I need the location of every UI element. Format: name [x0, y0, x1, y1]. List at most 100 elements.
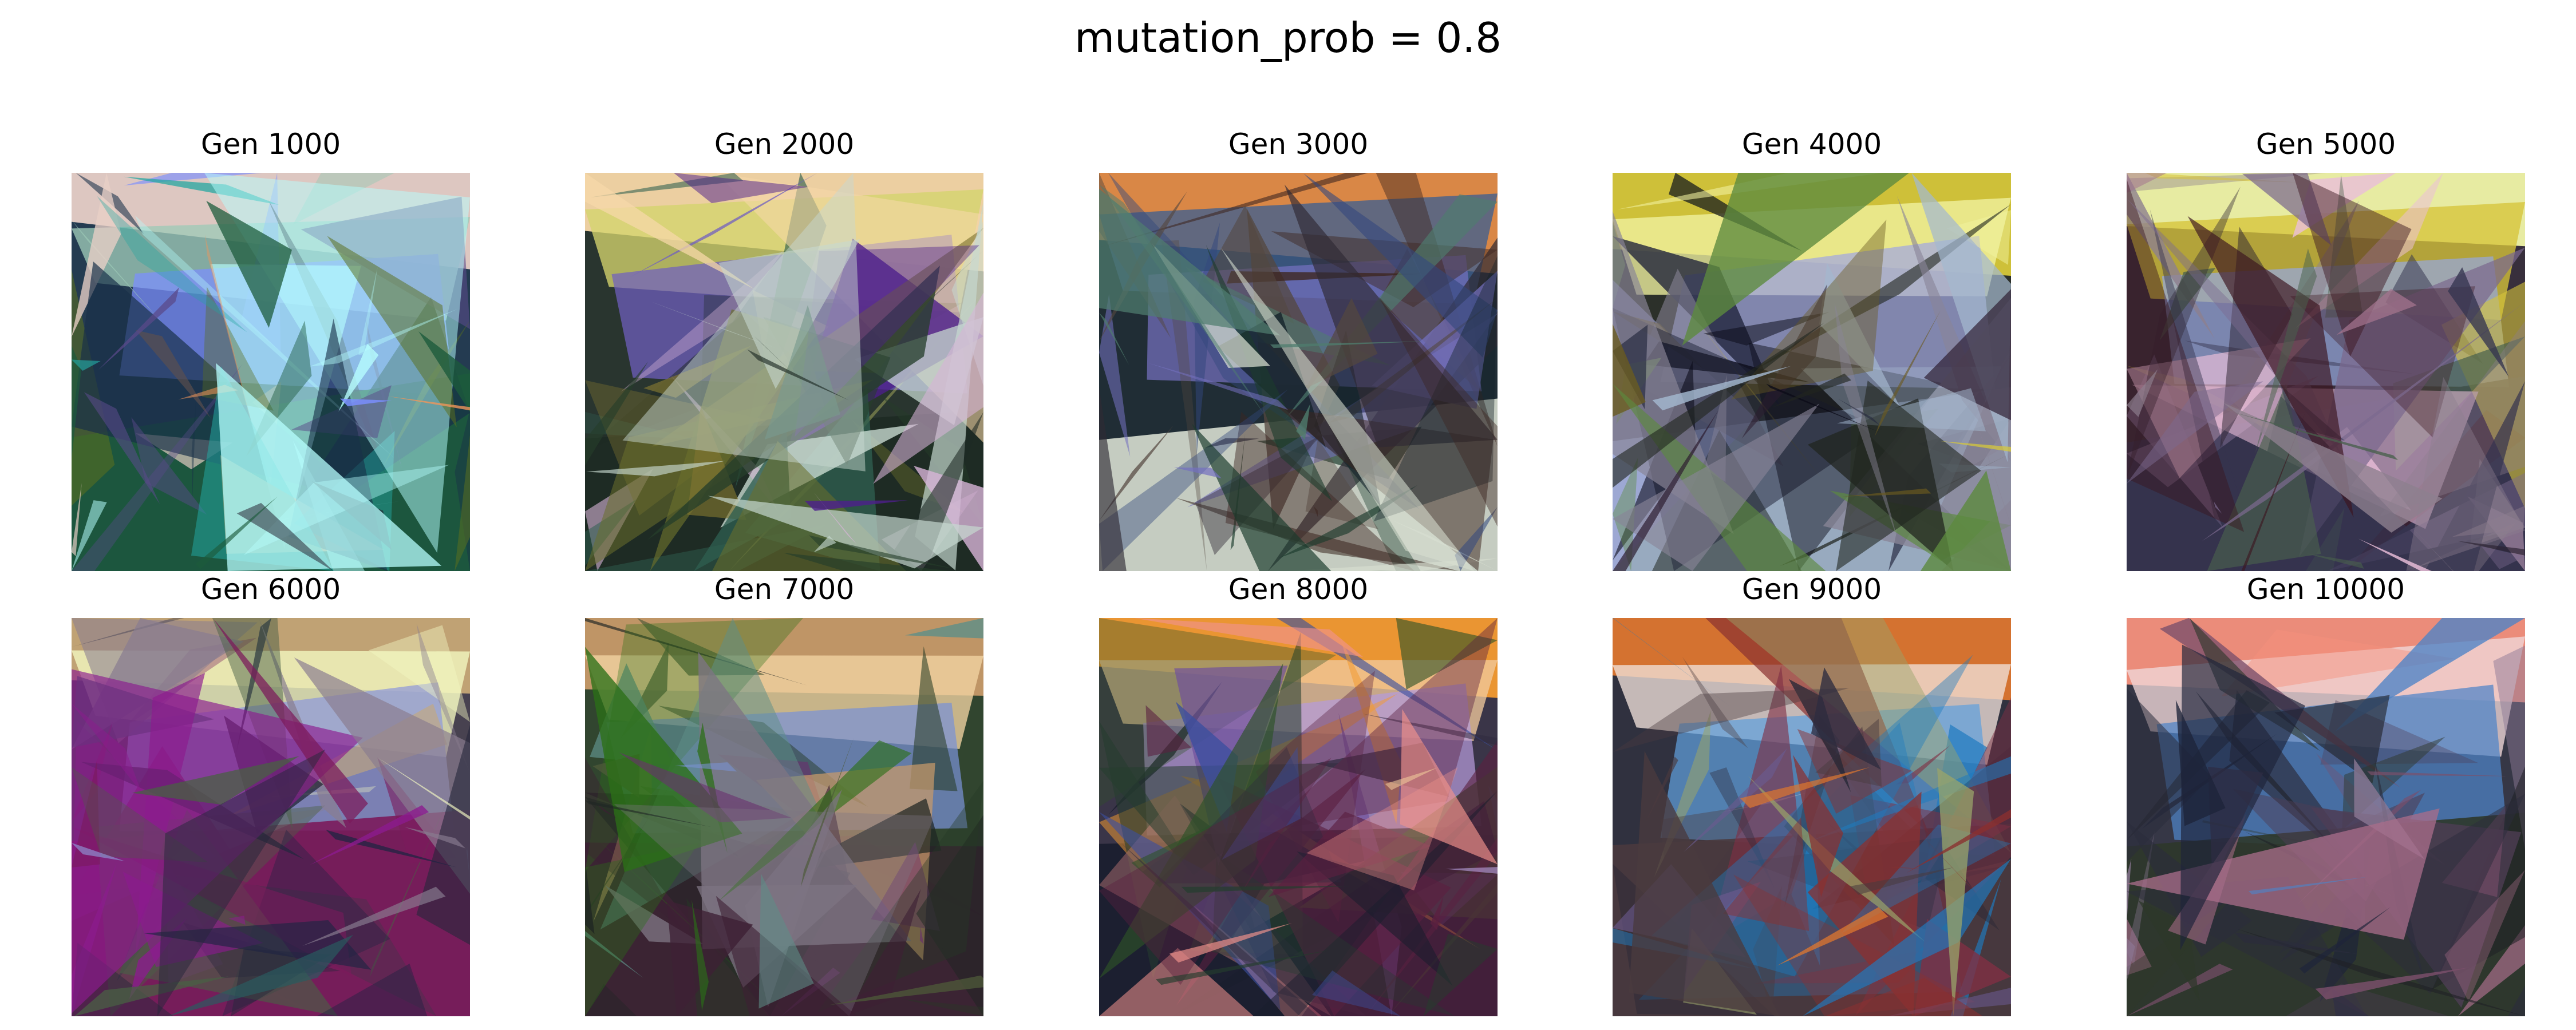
triangle-shape [586, 461, 725, 477]
thin-triangle-shape [1445, 867, 1498, 874]
triangle-shape [1455, 507, 1498, 571]
triangle-shape [585, 524, 829, 571]
triangle-shape [2127, 381, 2263, 484]
thin-triangle-shape [338, 344, 379, 412]
generation-panel-9000: Gen 9000 [1613, 572, 2011, 1021]
thin-triangle-shape [813, 536, 836, 553]
triangle-shape [1156, 747, 1342, 884]
generated-image [585, 173, 983, 571]
thin-triangle-shape [1850, 867, 1953, 895]
thin-triangle-shape [585, 865, 595, 934]
triangle-shape [1099, 294, 1131, 457]
triangle-shape [1379, 296, 1498, 527]
triangle-shape [1811, 667, 1882, 770]
triangle-shape [1887, 988, 2011, 1016]
generation-panel-2000: Gen 2000 [585, 127, 983, 576]
panel-title: Gen 5000 [2255, 128, 2396, 161]
thin-triangle-shape [302, 886, 446, 946]
triangle-shape [2127, 173, 2167, 193]
triangle-shape [1887, 866, 1926, 870]
thin-triangle-shape [1155, 950, 1331, 985]
triangle-shape [1791, 823, 1820, 966]
triangle-shape [1312, 970, 1401, 1016]
triangle-shape [2223, 402, 2443, 533]
triangle-shape [206, 200, 292, 328]
thin-triangle-shape [2127, 369, 2158, 417]
thin-triangle-shape [2234, 932, 2360, 954]
triangle-shape [1391, 520, 1498, 571]
triangle-shape [2242, 173, 2332, 246]
thin-triangle-shape [2249, 877, 2368, 895]
panel-title: Gen 4000 [1741, 128, 1882, 161]
triangle-shape [1613, 688, 1850, 752]
triangle-shape [1305, 438, 1379, 529]
generated-image [1613, 618, 2011, 1016]
triangle-shape [2335, 618, 2525, 731]
thin-triangle-shape [404, 827, 466, 849]
triangle-shape [1613, 403, 1820, 571]
triangle-shape [718, 740, 912, 901]
thin-triangle-shape [340, 398, 392, 406]
triangle-shape [2406, 377, 2525, 571]
triangle-shape [2354, 758, 2425, 859]
thin-triangle-shape [309, 805, 429, 865]
triangle-shape [2274, 695, 2390, 784]
panel-title: Gen 1000 [200, 128, 341, 161]
triangle-shape [1709, 767, 1775, 889]
thin-triangle-shape [1270, 341, 1425, 348]
thin-triangle-shape [1906, 809, 2011, 873]
triangle-shape [191, 397, 196, 506]
thin-triangle-shape [1430, 896, 1444, 930]
thin-triangle-shape [747, 349, 849, 401]
triangle-shape [1753, 886, 1783, 1016]
thin-triangle-shape [919, 926, 924, 945]
thin-triangle-shape [804, 500, 908, 511]
triangle-shape [2444, 870, 2525, 1002]
thin-triangle-shape [1777, 907, 1888, 966]
triangle-shape [157, 749, 326, 1016]
panel-title: Gen 10000 [2246, 573, 2405, 606]
triangle-shape [2280, 385, 2345, 441]
triangle-shape [1920, 470, 2011, 571]
generated-image [72, 618, 470, 1016]
triangle-shape [1203, 205, 1294, 324]
triangle-shape [783, 553, 952, 571]
triangle-shape [605, 885, 704, 944]
triangle-shape [1099, 389, 1288, 571]
triangle-shape [1217, 777, 1451, 1016]
triangle-shape [758, 873, 814, 1009]
triangle-shape [1396, 618, 1498, 690]
triangle-shape [132, 756, 299, 805]
thin-triangle-shape [72, 482, 82, 556]
triangle-shape [585, 984, 637, 1016]
triangle-shape [98, 287, 179, 370]
triangle-shape [72, 500, 107, 571]
thin-triangle-shape [829, 975, 983, 1005]
triangle-shape [72, 761, 100, 867]
thin-triangle-shape [2299, 907, 2391, 974]
thin-triangle-shape [1296, 404, 1310, 440]
triangle-shape [795, 245, 979, 437]
generated-image [1613, 173, 2011, 571]
triangle-shape [778, 228, 983, 373]
triangle-shape [873, 292, 983, 484]
triangle-shape [131, 417, 207, 515]
triangle-shape [228, 916, 246, 925]
triangle-shape [2127, 179, 2245, 532]
triangle-shape [1613, 618, 1731, 707]
triangle-shape [2292, 173, 2412, 357]
panel-title: Gen 7000 [714, 573, 855, 606]
thin-triangle-shape [1645, 756, 1678, 823]
generated-image [585, 618, 983, 1016]
triangle-shape [622, 173, 866, 472]
triangle-shape [1306, 767, 1458, 891]
thin-triangle-shape [1740, 767, 1870, 809]
triangle-shape [1723, 817, 1809, 931]
triangle-shape [2127, 918, 2152, 976]
generation-panel-3000: Gen 3000 [1099, 127, 1498, 576]
thin-triangle-shape [808, 535, 955, 569]
triangle-shape [72, 173, 121, 337]
triangle-shape [2127, 198, 2341, 454]
triangle-shape [2221, 629, 2456, 696]
triangle-shape [2452, 505, 2525, 537]
